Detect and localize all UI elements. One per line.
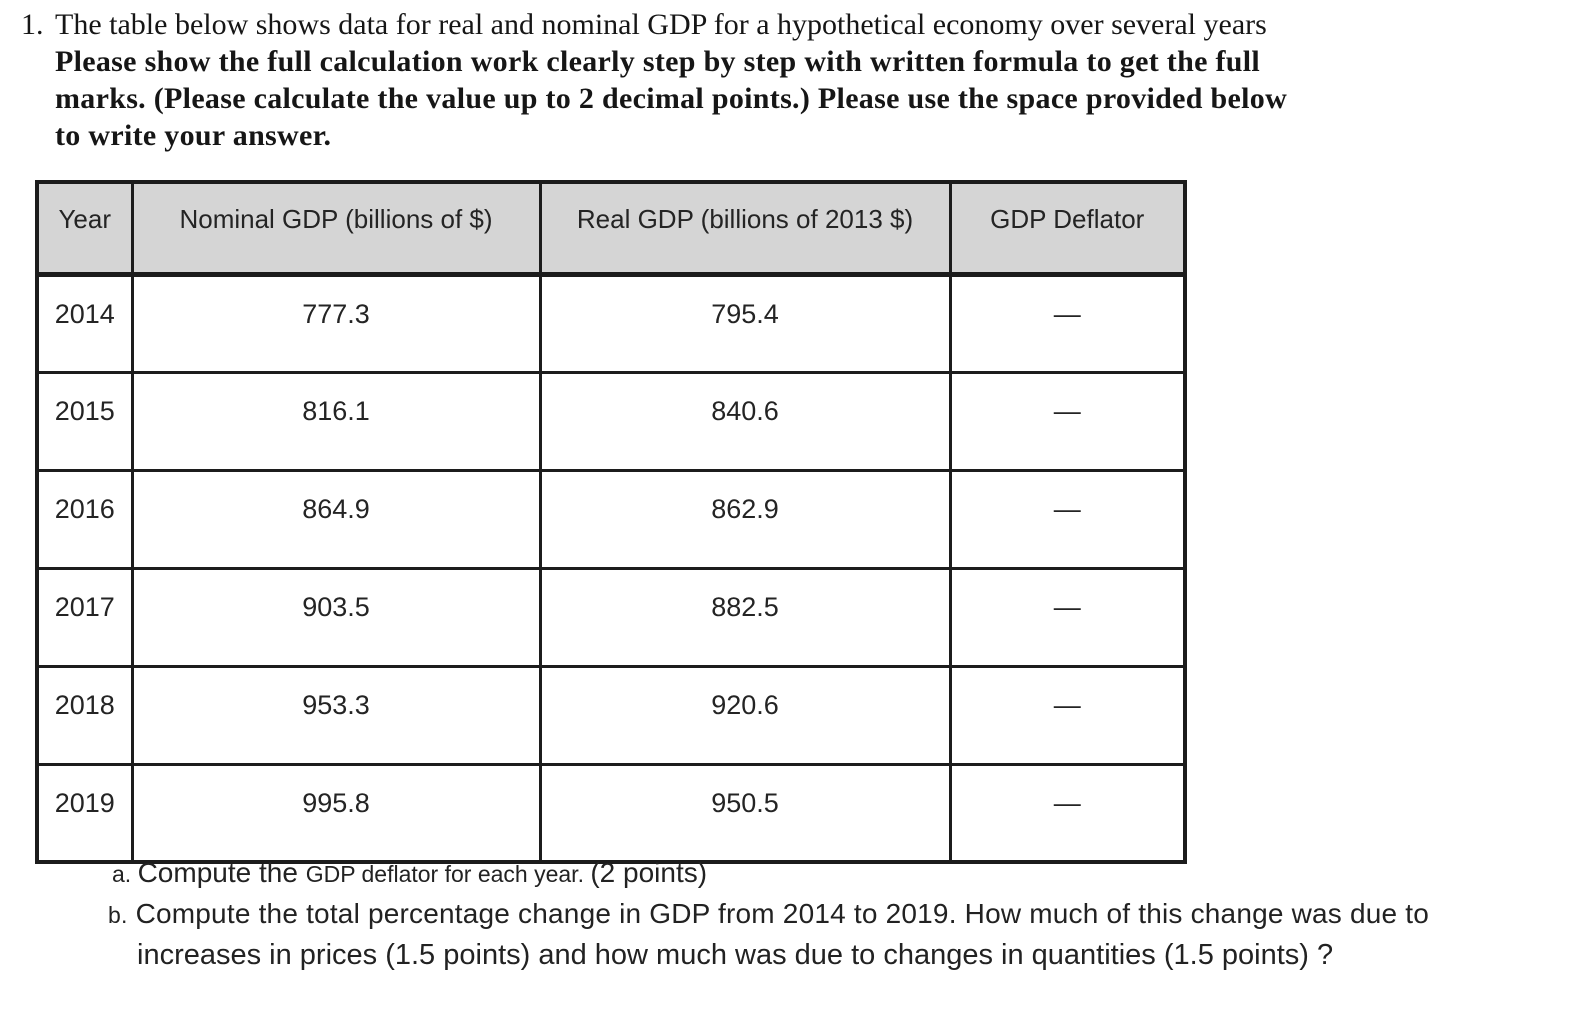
question-intro-line-4: to write your answer. [55,119,332,152]
real-gdp-cell: 795.4 [538,272,952,374]
gdp-deflator-cell: — [948,370,1187,472]
real-gdp-cell: 862.9 [538,468,952,570]
question-intro-line-1: 1. The table below shows data for real a… [0,6,1592,43]
table-row: 2014 777.3 795.4 — [35,272,1187,374]
subquestion-b-line-2: increases in prices (1.5 points) and how… [137,939,1334,971]
nominal-gdp-cell: 953.3 [130,664,542,766]
subquestion-a: a. Compute the GDP deflator for each yea… [0,853,1592,894]
gdp-deflator-cell: — [948,566,1187,668]
real-gdp-cell: 882.5 [538,566,952,668]
question-intro: 1. The table below shows data for real a… [0,6,1592,154]
year-cell: 2018 [35,664,134,766]
nominal-gdp-cell: 864.9 [130,468,542,570]
gdp-deflator-cell: — [948,468,1187,570]
subquestion-b-label: b. [108,902,128,928]
table-row: 2016 864.9 862.9 — [35,468,1187,570]
header-year: Year [35,180,134,277]
question-intro-line-2: Please show the full calculation work cl… [55,45,1261,78]
real-gdp-cell: 840.6 [538,370,952,472]
subquestions: a. Compute the GDP deflator for each yea… [0,853,1592,975]
header-row: Year Nominal GDP (billions of $) Real GD… [35,180,1187,277]
year-cell: 2014 [35,272,134,374]
table-row: 2018 953.3 920.6 — [35,664,1187,766]
year-cell: 2017 [35,566,134,668]
subquestion-a-label: a. [112,861,132,887]
header-real-gdp: Real GDP (billions of 2013 $) [538,180,952,277]
subquestion-a-points: (2 points) [590,857,708,888]
subquestion-b-line-1: b. Compute the total percentage change i… [0,894,1592,935]
year-cell: 2016 [35,468,134,570]
nominal-gdp-cell: 816.1 [130,370,542,472]
question-intro-text: The table below shows data for real and … [55,8,1267,41]
gdp-table-header: Year Nominal GDP (billions of $) Real GD… [35,180,1187,277]
nominal-gdp-cell: 777.3 [130,272,542,374]
nominal-gdp-cell: 995.8 [130,762,542,864]
real-gdp-cell: 950.5 [538,762,952,864]
gdp-table-body: 2014 777.3 795.4 — 2015 816.1 840.6 — 20… [35,272,1187,864]
question-intro-line-3: marks. (Please calculate the value up to… [55,82,1288,115]
table-row: 2019 995.8 950.5 — [35,762,1187,864]
question-number: 1. [21,8,44,41]
table-row: 2017 903.5 882.5 — [35,566,1187,668]
gdp-deflator-cell: — [948,664,1187,766]
gdp-table: Year Nominal GDP (billions of $) Real GD… [35,180,1187,864]
gdp-deflator-cell: — [948,272,1187,374]
header-gdp-deflator: GDP Deflator [948,180,1187,277]
gdp-deflator-cell: — [948,762,1187,864]
nominal-gdp-cell: 903.5 [130,566,542,668]
subquestion-b-text-1: Compute the total percentage change in G… [127,898,1430,929]
header-nominal-gdp: Nominal GDP (billions of $) [130,180,542,277]
subquestion-a-text-1: Compute the [137,857,306,888]
year-cell: 2019 [35,762,134,864]
real-gdp-cell: 920.6 [538,664,952,766]
table-row: 2015 816.1 840.6 — [35,370,1187,472]
year-cell: 2015 [35,370,134,472]
subquestion-a-text-2: GDP deflator for each year. [305,861,591,887]
